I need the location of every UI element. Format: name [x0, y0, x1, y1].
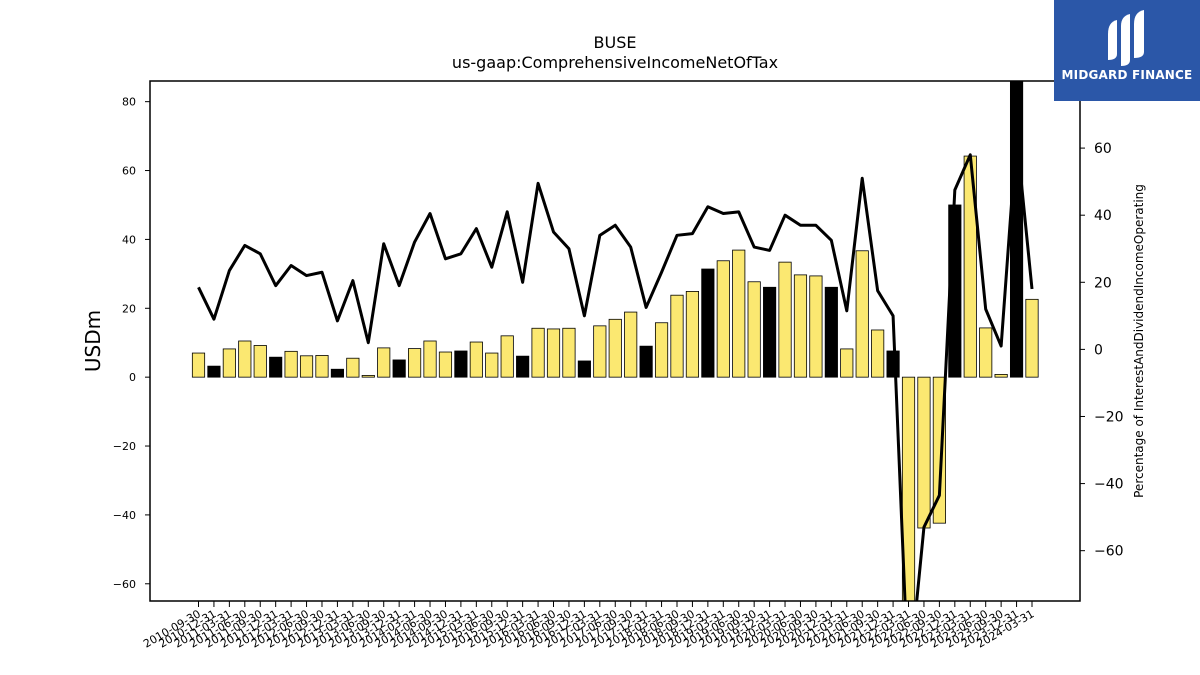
bar	[438, 351, 453, 378]
bars-layer	[191, 81, 1039, 601]
y-tick-label: −20	[113, 440, 136, 453]
bar	[670, 294, 684, 378]
bar	[377, 347, 391, 378]
y2-tick-label: 20	[1094, 275, 1112, 291]
y2-tick-label: 40	[1094, 208, 1112, 224]
bar	[593, 325, 607, 378]
bar	[701, 268, 715, 378]
bar	[886, 350, 900, 378]
y2-tick-label: −60	[1094, 544, 1124, 560]
logo-text: MIDGARD FINANCE	[1061, 68, 1193, 82]
bar	[191, 352, 206, 378]
bar	[284, 350, 298, 378]
bar	[624, 311, 638, 378]
bar	[608, 318, 622, 378]
bar	[423, 340, 437, 378]
bar	[994, 374, 1008, 378]
bar	[346, 357, 360, 378]
bar	[763, 286, 777, 378]
bar	[469, 341, 483, 378]
bar	[1009, 81, 1024, 378]
bar	[454, 350, 468, 378]
y-tick-label: −40	[113, 509, 136, 522]
y2-tick-label: 0	[1094, 342, 1103, 358]
bar	[793, 274, 808, 378]
bar	[778, 261, 792, 378]
bar	[361, 375, 375, 378]
bar	[269, 356, 283, 378]
bar	[716, 260, 730, 378]
bar	[485, 352, 499, 378]
bar	[979, 327, 993, 378]
chart-subtitle: us-gaap:ComprehensiveIncomeNetOfTax	[452, 53, 778, 72]
bar	[639, 345, 653, 378]
bar	[577, 360, 591, 378]
chart-title: BUSE	[594, 33, 637, 52]
bar	[1025, 298, 1039, 378]
bar	[253, 345, 267, 378]
y-axis-left: −60 −40 −20 0 20 40 60 80	[113, 96, 150, 591]
bar	[207, 365, 221, 378]
bar	[562, 327, 576, 378]
bar	[840, 348, 854, 378]
y-tick-label: 20	[122, 302, 136, 315]
brand-logo: MIDGARD FINANCE	[1054, 0, 1200, 101]
y2-tick-label: −20	[1094, 409, 1124, 425]
y-axis-right: −60 −40 −20 0 20 40 60	[1080, 141, 1124, 560]
y-tick-label: 0	[129, 371, 136, 384]
bar	[531, 327, 545, 378]
y-tick-label: 80	[122, 96, 136, 109]
midgard-logo-icon	[1108, 10, 1144, 66]
line-layer	[197, 133, 1034, 601]
y-tick-label: −60	[113, 578, 136, 591]
bar	[871, 329, 885, 378]
bar	[824, 286, 838, 378]
bar	[516, 355, 530, 378]
y2-tick-label: −40	[1094, 477, 1124, 493]
bar	[408, 348, 422, 378]
y-axis-label: USDm	[81, 310, 105, 372]
bar	[654, 322, 669, 378]
bar	[747, 281, 761, 378]
bar	[222, 348, 236, 378]
bar	[500, 335, 514, 378]
bar	[809, 275, 823, 378]
bar	[315, 355, 329, 378]
y2-axis-label: Percentage of InterestAndDividendIncomeO…	[1132, 184, 1146, 498]
bar	[546, 328, 561, 378]
bar	[917, 376, 931, 529]
x-axis: 2010-09-302010-12-312011-03-312011-06-30…	[141, 601, 1037, 651]
y2-tick-label: 60	[1094, 141, 1112, 157]
bar	[855, 250, 869, 378]
bar	[392, 359, 406, 378]
line-series	[197, 133, 1034, 601]
bar	[330, 368, 344, 378]
bar	[732, 249, 746, 378]
bar	[299, 355, 314, 378]
bar	[901, 376, 916, 601]
bar	[685, 291, 699, 378]
bar	[238, 340, 252, 378]
y-tick-label: 60	[122, 165, 136, 178]
y-tick-label: 40	[122, 233, 136, 246]
